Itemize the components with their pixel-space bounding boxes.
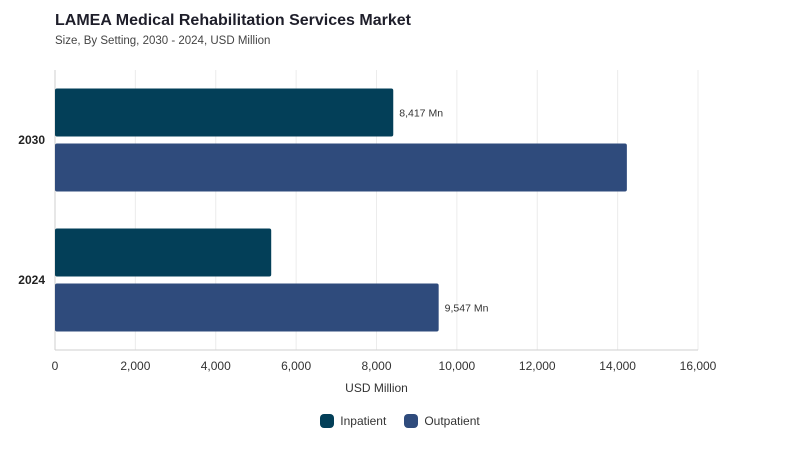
legend-label-outpatient: Outpatient xyxy=(424,414,480,428)
bar-inpatient-2024 xyxy=(55,228,272,277)
category-label: 2024 xyxy=(18,273,45,287)
legend-item-inpatient[interactable]: Inpatient xyxy=(320,414,386,428)
x-tick-label: 10,000 xyxy=(439,359,476,373)
x-tick-label: 6,000 xyxy=(281,359,311,373)
x-tick-label: 0 xyxy=(52,359,59,373)
legend-swatch-outpatient xyxy=(404,414,419,428)
chart-subtitle: Size, By Setting, 2030 - 2024, USD Milli… xyxy=(55,35,271,47)
x-axis-title: USD Million xyxy=(345,381,408,395)
x-tick-label: 4,000 xyxy=(201,359,231,373)
legend-label-inpatient: Inpatient xyxy=(340,414,387,428)
data-label: 9,547 Mn xyxy=(445,303,489,315)
x-tick-label: 12,000 xyxy=(519,359,556,373)
x-tick-label: 14,000 xyxy=(599,359,636,373)
bar-inpatient-2030 xyxy=(55,88,394,137)
legend: Inpatient Outpatient xyxy=(0,414,800,428)
legend-swatch-inpatient xyxy=(320,414,335,428)
bar-outpatient-2024 xyxy=(55,283,439,332)
x-tick-label: 8,000 xyxy=(361,359,391,373)
x-tick-label: 2,000 xyxy=(120,359,150,373)
category-label: 2030 xyxy=(18,133,45,147)
bar-outpatient-2030 xyxy=(55,143,627,192)
x-tick-label: 16,000 xyxy=(680,359,717,373)
chart-title: LAMEA Medical Rehabilitation Services Ma… xyxy=(55,12,411,29)
legend-item-outpatient[interactable]: Outpatient xyxy=(404,414,480,428)
data-label: 8,417 Mn xyxy=(399,108,443,120)
